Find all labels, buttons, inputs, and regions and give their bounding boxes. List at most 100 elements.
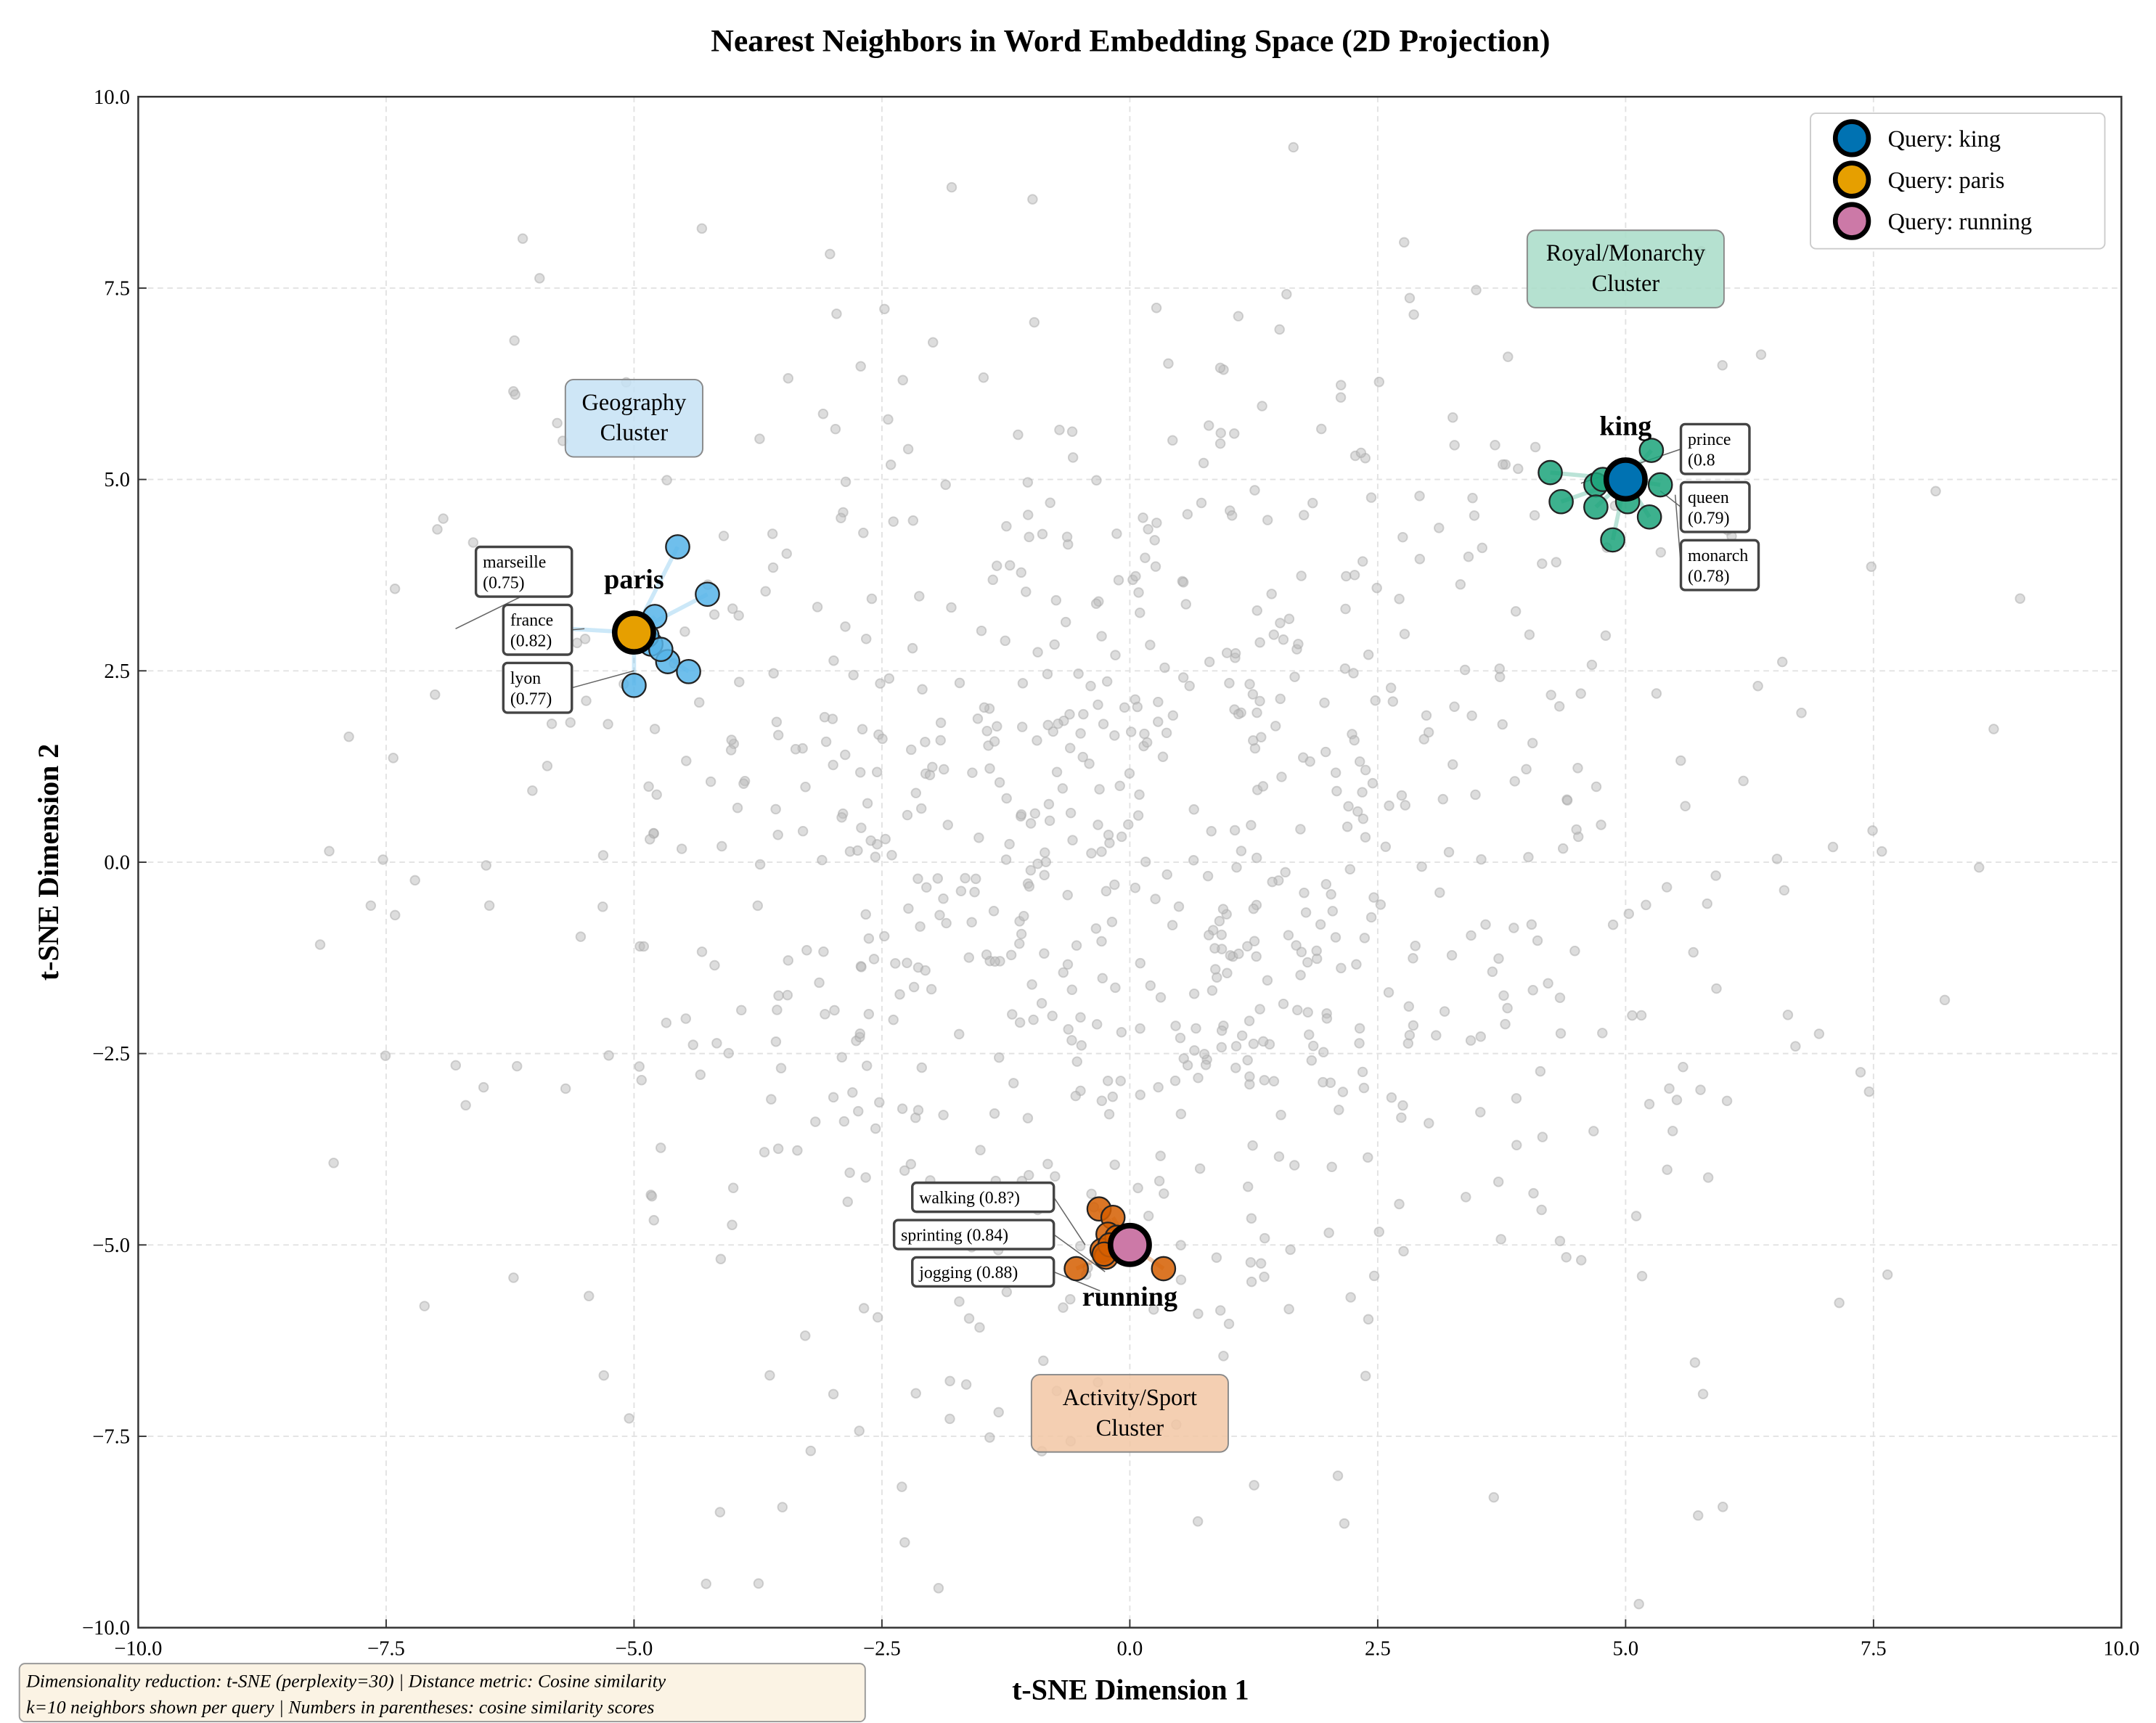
background-points bbox=[314, 142, 2025, 1610]
background-point bbox=[1251, 951, 1262, 962]
background-point bbox=[1671, 1094, 1683, 1105]
background-point bbox=[1151, 517, 1162, 528]
background-point bbox=[1058, 1302, 1069, 1313]
background-point bbox=[1249, 1480, 1259, 1491]
background-point bbox=[438, 513, 449, 524]
background-point bbox=[861, 1060, 873, 1071]
neighbor-label-box bbox=[911, 1181, 1055, 1214]
query-point bbox=[611, 610, 656, 655]
background-point bbox=[1276, 772, 1287, 782]
background-point bbox=[1057, 783, 1069, 794]
background-point bbox=[1400, 800, 1411, 811]
background-point bbox=[1295, 824, 1306, 835]
background-point bbox=[1130, 570, 1141, 582]
neighbor-point bbox=[648, 637, 674, 663]
background-point bbox=[975, 1145, 986, 1155]
y-tick-label: 0.0 bbox=[104, 851, 130, 874]
background-point bbox=[1302, 957, 1313, 968]
background-point bbox=[389, 584, 401, 594]
neighbor-label: (0.75) bbox=[483, 574, 524, 593]
background-point bbox=[1262, 515, 1273, 525]
neighbor-label-box bbox=[1679, 480, 1751, 533]
cluster-box bbox=[564, 378, 703, 458]
background-point bbox=[1771, 854, 1783, 864]
background-point bbox=[1455, 578, 1466, 590]
background-point bbox=[1384, 800, 1395, 811]
background-point bbox=[1029, 316, 1040, 328]
background-point bbox=[1153, 1081, 1164, 1093]
y-tick-label: 5.0 bbox=[104, 469, 130, 491]
background-point bbox=[773, 990, 784, 1002]
background-point bbox=[1306, 1055, 1318, 1066]
background-point bbox=[1067, 452, 1079, 463]
background-point bbox=[902, 443, 914, 455]
background-point bbox=[1354, 1023, 1365, 1034]
background-point bbox=[1387, 696, 1399, 707]
background-point bbox=[1680, 801, 1691, 811]
background-point bbox=[991, 560, 1003, 571]
background-point bbox=[1475, 1107, 1486, 1118]
background-point bbox=[775, 1063, 787, 1073]
background-point bbox=[1275, 618, 1286, 629]
background-point bbox=[714, 1507, 726, 1518]
background-point bbox=[676, 843, 687, 854]
background-point bbox=[754, 859, 766, 870]
background-point bbox=[1106, 917, 1118, 928]
background-point bbox=[1233, 948, 1244, 959]
background-point bbox=[1090, 923, 1102, 934]
background-point bbox=[1569, 945, 1580, 957]
background-point bbox=[1116, 831, 1127, 843]
background-point bbox=[854, 1425, 865, 1436]
background-point bbox=[772, 830, 783, 840]
neighbor-label-box bbox=[1679, 422, 1751, 475]
background-point bbox=[1398, 1245, 1409, 1257]
background-point bbox=[1140, 856, 1151, 867]
x-tick-label: −2.5 bbox=[863, 1638, 901, 1661]
background-point bbox=[866, 593, 878, 605]
background-point bbox=[974, 1322, 985, 1333]
background-point bbox=[1554, 1235, 1566, 1247]
neighbor-point bbox=[676, 659, 701, 684]
background-point bbox=[636, 1075, 647, 1086]
footnote-line-2: k=10 neighbors shown per query | Numbers… bbox=[26, 1697, 654, 1718]
neighbor-point bbox=[695, 581, 720, 607]
neighbor-label: prince bbox=[1688, 430, 1731, 449]
background-point bbox=[1244, 1071, 1255, 1082]
background-point bbox=[1159, 1188, 1169, 1199]
background-point bbox=[875, 678, 886, 689]
background-point bbox=[1359, 933, 1371, 944]
background-point bbox=[1093, 819, 1103, 830]
y-tick-label: 2.5 bbox=[104, 660, 130, 683]
cluster-label: Geography bbox=[582, 389, 687, 415]
background-point bbox=[1493, 1176, 1504, 1187]
background-point bbox=[1042, 719, 1053, 731]
background-point bbox=[1063, 1023, 1074, 1035]
background-point bbox=[432, 524, 443, 535]
background-point bbox=[1005, 949, 1017, 961]
background-point bbox=[1315, 423, 1327, 435]
background-point bbox=[770, 803, 781, 815]
query-point bbox=[1107, 1222, 1152, 1267]
background-point bbox=[1214, 438, 1226, 449]
background-point bbox=[1194, 1163, 1206, 1174]
background-point bbox=[723, 1047, 734, 1059]
background-point bbox=[1588, 1126, 1599, 1137]
background-point bbox=[979, 702, 990, 713]
background-point bbox=[862, 798, 873, 809]
background-point bbox=[1132, 701, 1143, 713]
background-point bbox=[1643, 1099, 1655, 1110]
background-point bbox=[752, 900, 764, 912]
background-point bbox=[921, 882, 932, 893]
background-point bbox=[1065, 1293, 1076, 1305]
background-point bbox=[920, 965, 931, 976]
background-point bbox=[1153, 1176, 1165, 1187]
background-point bbox=[1471, 285, 1482, 295]
background-point bbox=[766, 1094, 777, 1105]
background-point bbox=[1397, 1100, 1408, 1111]
background-point bbox=[800, 1330, 811, 1341]
background-point bbox=[1096, 936, 1107, 947]
background-point bbox=[1036, 998, 1048, 1009]
background-point bbox=[840, 476, 852, 488]
background-point bbox=[897, 375, 908, 385]
background-point bbox=[1280, 867, 1291, 878]
